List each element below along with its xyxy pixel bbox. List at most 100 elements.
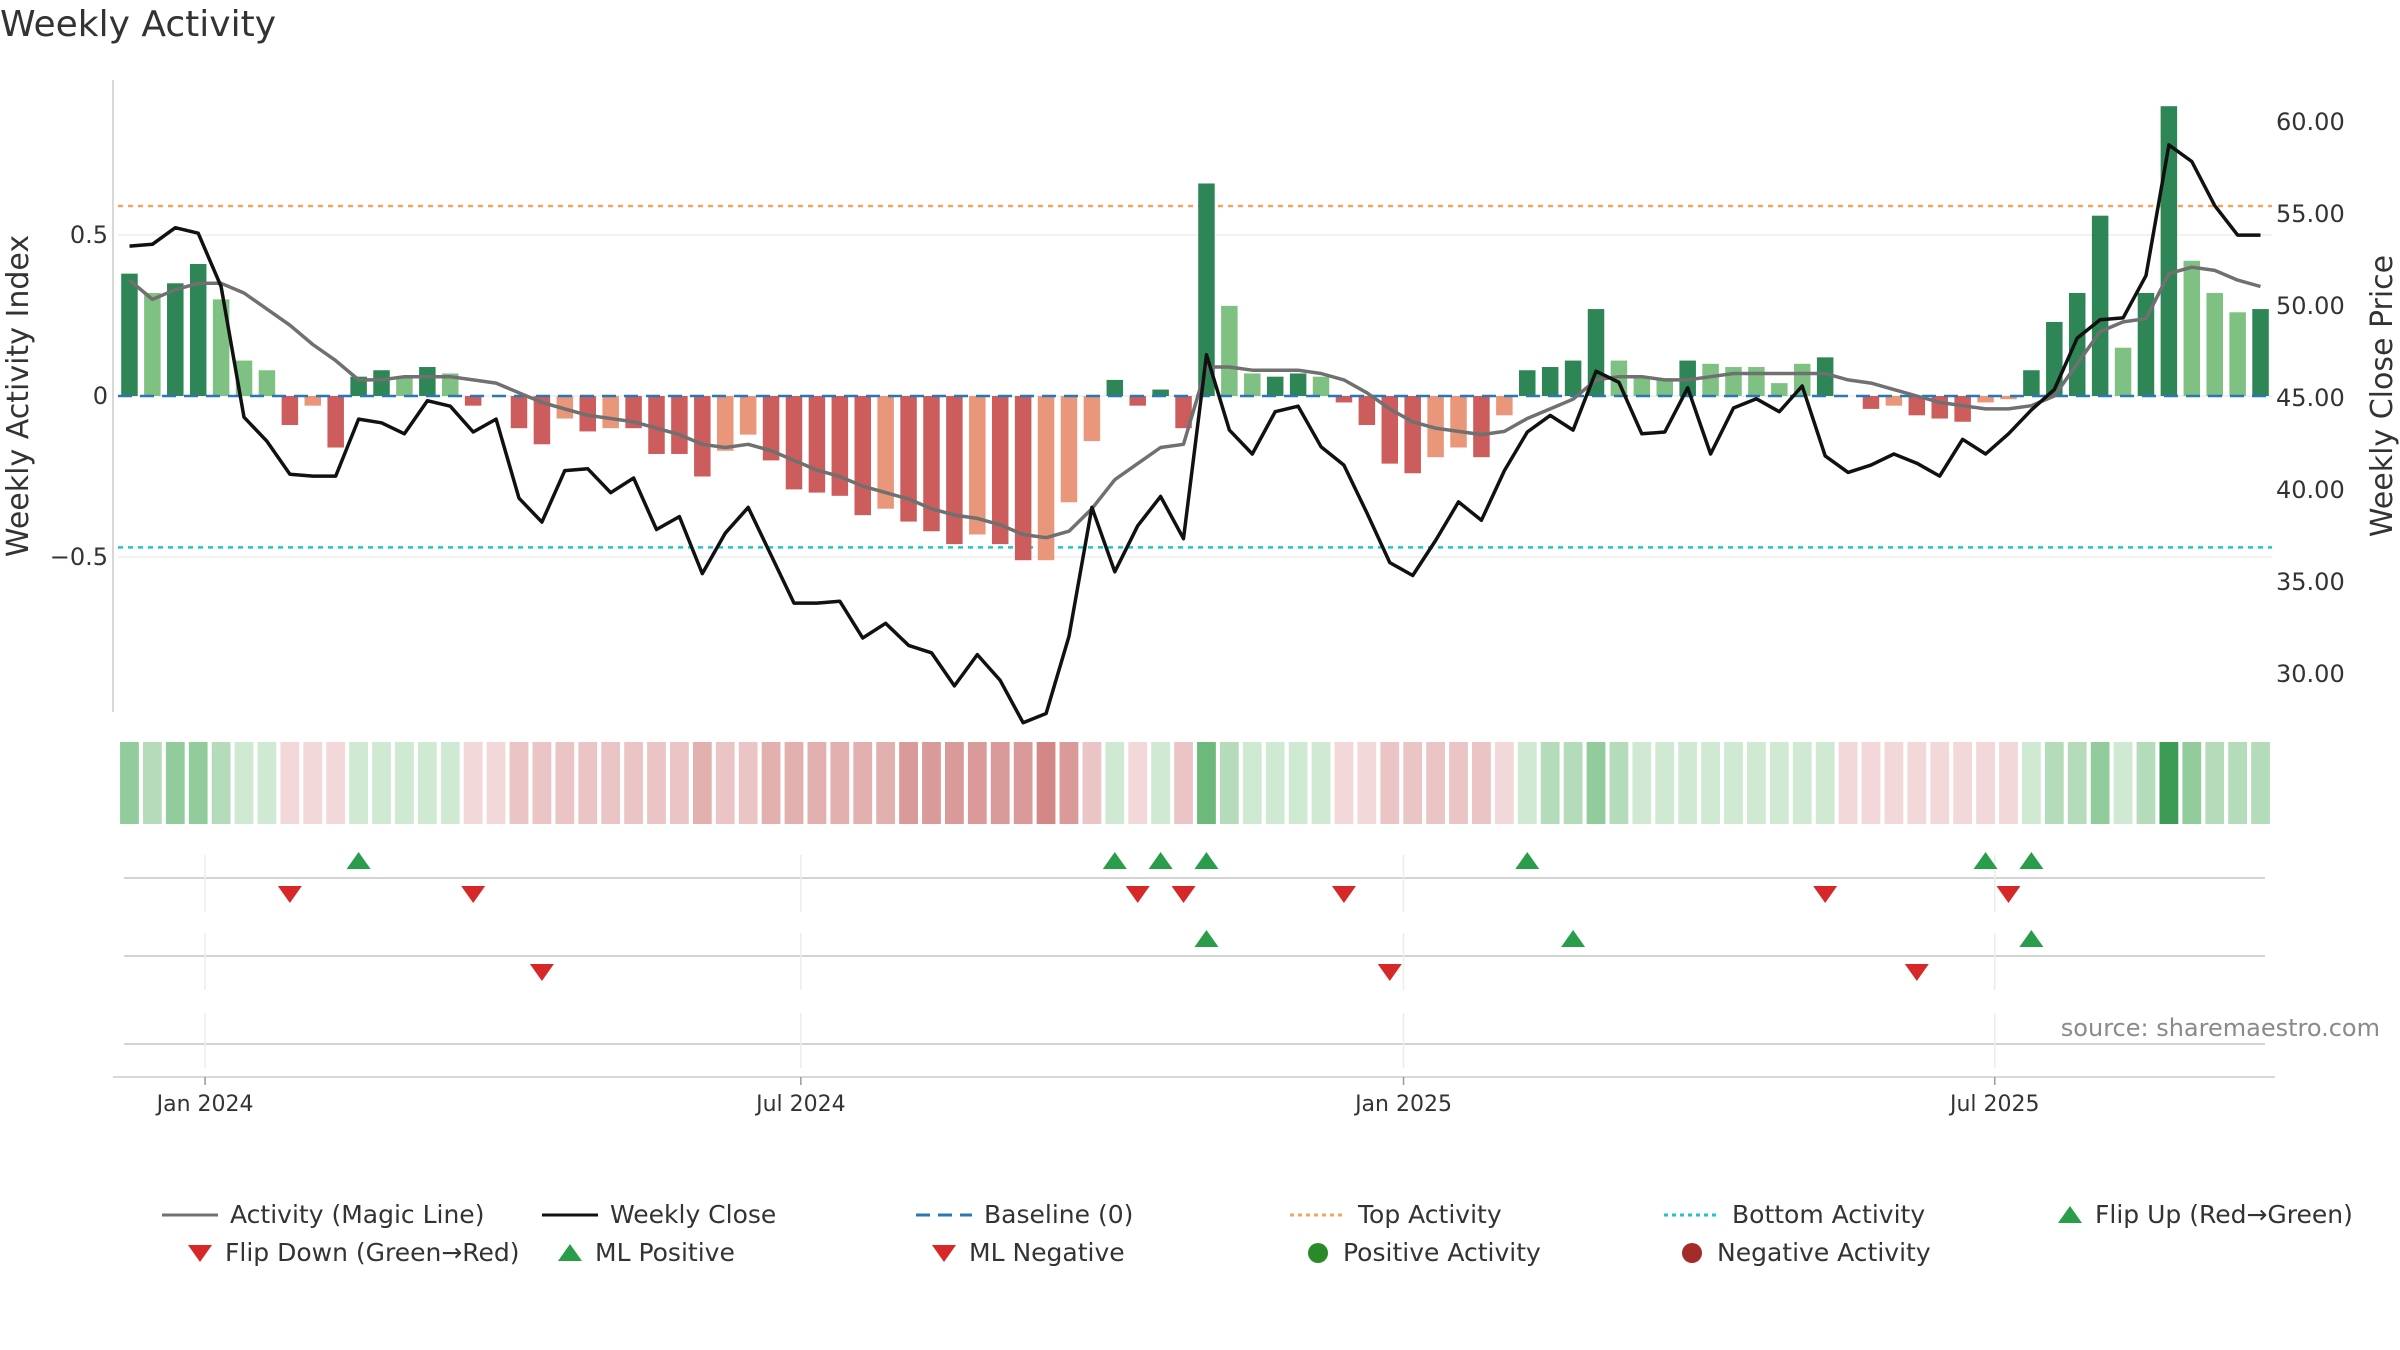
heat-strip-cell	[142, 742, 162, 824]
heat-strip-cell	[188, 742, 208, 824]
activity-bar	[2206, 292, 2223, 396]
activity-bar	[854, 396, 871, 516]
activity-bar	[671, 396, 688, 454]
heat-strip-cell	[1655, 742, 1675, 824]
heat-strip-cell	[1059, 742, 1079, 824]
x-tick-label: Jul 2024	[754, 1092, 846, 1117]
legend-item-flip-up: Flip Up (Red→Green)	[2055, 1200, 2353, 1229]
x-axis: Jan 2024 Jul 2024 Jan 2025 Jul 2025	[113, 1076, 2275, 1117]
legend-row-1: Activity (Magic Line) Weekly Close Basel…	[160, 1200, 2390, 1238]
heat-strip-cell	[257, 742, 277, 824]
activity-bar	[1358, 396, 1376, 425]
series-lines	[118, 143, 2272, 725]
y-left-tick-label: 0.5	[70, 221, 108, 249]
activity-bar	[304, 396, 322, 406]
activity-bar	[2183, 260, 2201, 396]
flip-down-marker	[1813, 886, 1838, 903]
heat-strip-cell	[1265, 742, 1285, 824]
weekly-activity-chart: 0.5 0 −0.5 60.00 55.00 50.00 45.00 40.00 35.00 30…	[1, 80, 2400, 1117]
heat-strip-cell	[1769, 742, 1789, 824]
activity-bar	[2023, 370, 2040, 396]
flip-down-marker	[1331, 886, 1356, 903]
activity-bar	[1862, 396, 1880, 409]
flip-down-marker	[277, 886, 302, 903]
heat-strip-cell	[303, 742, 323, 824]
heat-strip-cell	[1724, 742, 1743, 824]
heat-strip-cell	[692, 742, 712, 824]
heat-strip-cell	[280, 742, 300, 824]
heat-strip-cell	[738, 742, 758, 824]
activity-bar	[1473, 396, 1490, 458]
activity-bar	[1977, 396, 1994, 403]
activity-bar	[1152, 389, 1169, 396]
heat-strip-cell	[120, 742, 139, 824]
heat-strip-cell	[2205, 742, 2225, 824]
heat-strip-cell	[2159, 742, 2179, 824]
heat-strip-cell	[2251, 742, 2270, 824]
activity-bar	[419, 367, 436, 396]
heat-strip-cell	[1494, 742, 1514, 824]
activity-bar	[1014, 396, 1032, 561]
legend-item-negative-activity: Negative Activity	[1677, 1238, 1931, 1267]
weekly-close-series	[129, 143, 2261, 725]
ml-negative-marker	[1377, 964, 1402, 981]
heat-strip-cell	[395, 742, 414, 824]
heat-strip-cell	[509, 742, 529, 824]
heat-strip-cell	[578, 742, 598, 824]
flip-up-marker	[1515, 852, 1540, 869]
heat-strip-cell	[211, 742, 231, 824]
activity-bar	[442, 373, 459, 396]
ml-negative-marker	[1904, 964, 1929, 981]
heat-strip-cell	[463, 742, 483, 824]
legend-item-weekly-close: Weekly Close	[540, 1200, 776, 1229]
heat-strip-cell	[2228, 742, 2248, 824]
heat-strip-cell	[486, 742, 506, 824]
heat-strip-cell	[1449, 742, 1468, 824]
activity-bar	[510, 396, 528, 429]
activity-bar	[1037, 396, 1055, 561]
y-left-axis-title: Weekly Activity Index	[1, 235, 36, 557]
heat-strip-cell	[1357, 742, 1377, 824]
heat-strip-cell	[1884, 742, 1904, 824]
activity-bar	[1519, 370, 1536, 396]
heat-strip-cell	[1311, 742, 1331, 824]
green-triangle-up-icon	[558, 1243, 582, 1261]
heat-strip-cell	[830, 742, 850, 824]
heat-strip-cell	[853, 742, 873, 824]
flip-down-marker	[1171, 886, 1196, 903]
activity-bar	[808, 396, 826, 493]
ml-positive-marker	[1561, 930, 1586, 947]
y-right-tick-label: 50.00	[2276, 292, 2345, 320]
heat-strip-cell	[1747, 742, 1766, 824]
activity-bar	[2114, 347, 2132, 396]
heat-strip-cell	[1632, 742, 1652, 824]
green-dot-icon	[1308, 1242, 1328, 1263]
heat-strip-cell	[1082, 742, 1102, 824]
activity-bar	[1450, 396, 1467, 448]
red-triangle-down-icon	[932, 1244, 956, 1262]
heat-strip-cell	[1174, 742, 1193, 824]
heat-strip-cell	[2067, 742, 2087, 824]
y-right-axis-title: Weekly Close Price	[2365, 255, 2400, 537]
activity-bar	[1908, 396, 1926, 416]
activity-bar	[969, 396, 986, 535]
activity-bar	[877, 396, 894, 509]
activity-bar	[923, 396, 940, 532]
flip-up-marker	[1973, 852, 1998, 869]
heat-strip-cell	[1930, 742, 1950, 824]
heat-strip-cell	[990, 742, 1010, 824]
ml-positive-marker	[2019, 930, 2044, 947]
heat-strip-cell	[944, 742, 964, 824]
activity-bar	[648, 396, 665, 454]
flip-down-marker	[1996, 886, 2021, 903]
heat-strip-cell	[1036, 742, 1056, 824]
chart-title: Weekly Activity	[0, 4, 277, 45]
heat-strip-cell	[1815, 742, 1835, 824]
heat-strip-cell	[417, 742, 437, 824]
heat-strip-cell	[1403, 742, 1423, 824]
activity-bar	[2252, 309, 2269, 396]
activity-bar	[602, 396, 619, 429]
activity-bar	[1083, 396, 1101, 442]
activity-bar	[739, 396, 757, 435]
magic-line-series	[128, 265, 2261, 540]
